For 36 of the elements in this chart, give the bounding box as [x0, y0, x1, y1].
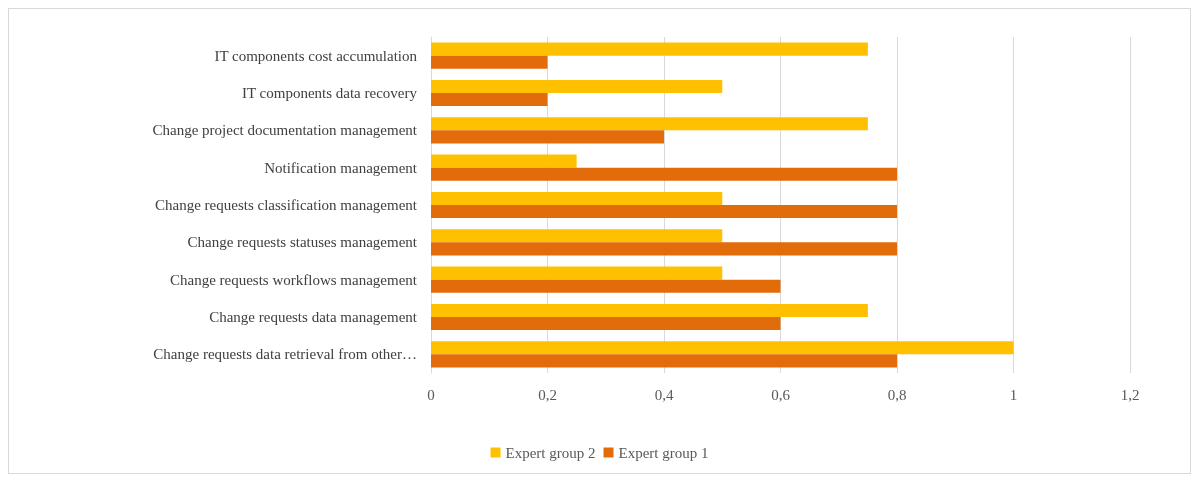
bar	[431, 154, 577, 168]
bar	[431, 303, 868, 317]
bar	[431, 317, 781, 331]
y-tick-label: IT components data recovery	[241, 85, 418, 101]
bar	[431, 130, 664, 144]
y-tick-label: Change requests data management	[209, 309, 418, 325]
bar	[431, 242, 897, 256]
x-tick-label: 0,6	[771, 386, 791, 403]
bar	[431, 341, 1014, 355]
bar	[431, 354, 897, 368]
bar	[431, 93, 548, 107]
y-tick-label: Notification management	[264, 159, 418, 176]
x-tick-label: 0,4	[654, 386, 674, 403]
y-tick-label: IT components cost accumulation	[214, 47, 418, 64]
bar	[431, 279, 781, 293]
bar	[431, 266, 723, 280]
x-tick-label: 0,2	[538, 386, 557, 403]
x-tick-label: 0	[427, 386, 435, 403]
bar	[431, 79, 723, 93]
bar	[431, 117, 868, 131]
y-tick-label: Change requests statuses management	[187, 234, 418, 251]
x-tick-label: 1,2	[1120, 386, 1140, 403]
legend-label: Expert group 2	[505, 444, 596, 461]
y-tick-label: Change requests data retrieval from other…	[153, 346, 417, 363]
x-tick-label: 0,8	[887, 386, 907, 403]
bar	[431, 205, 897, 219]
y-tick-label: Change requests workflows management	[169, 271, 418, 288]
bar	[431, 42, 868, 56]
legend-label: Expert group 1	[618, 444, 709, 461]
bar	[431, 55, 548, 69]
bar	[431, 229, 723, 243]
y-tick-label: Change requests classification management	[155, 197, 418, 213]
y-tick-label: Change project documentation management	[152, 122, 418, 139]
x-tick-label: 1	[1009, 386, 1018, 403]
bar	[431, 167, 897, 181]
bar	[431, 191, 723, 205]
